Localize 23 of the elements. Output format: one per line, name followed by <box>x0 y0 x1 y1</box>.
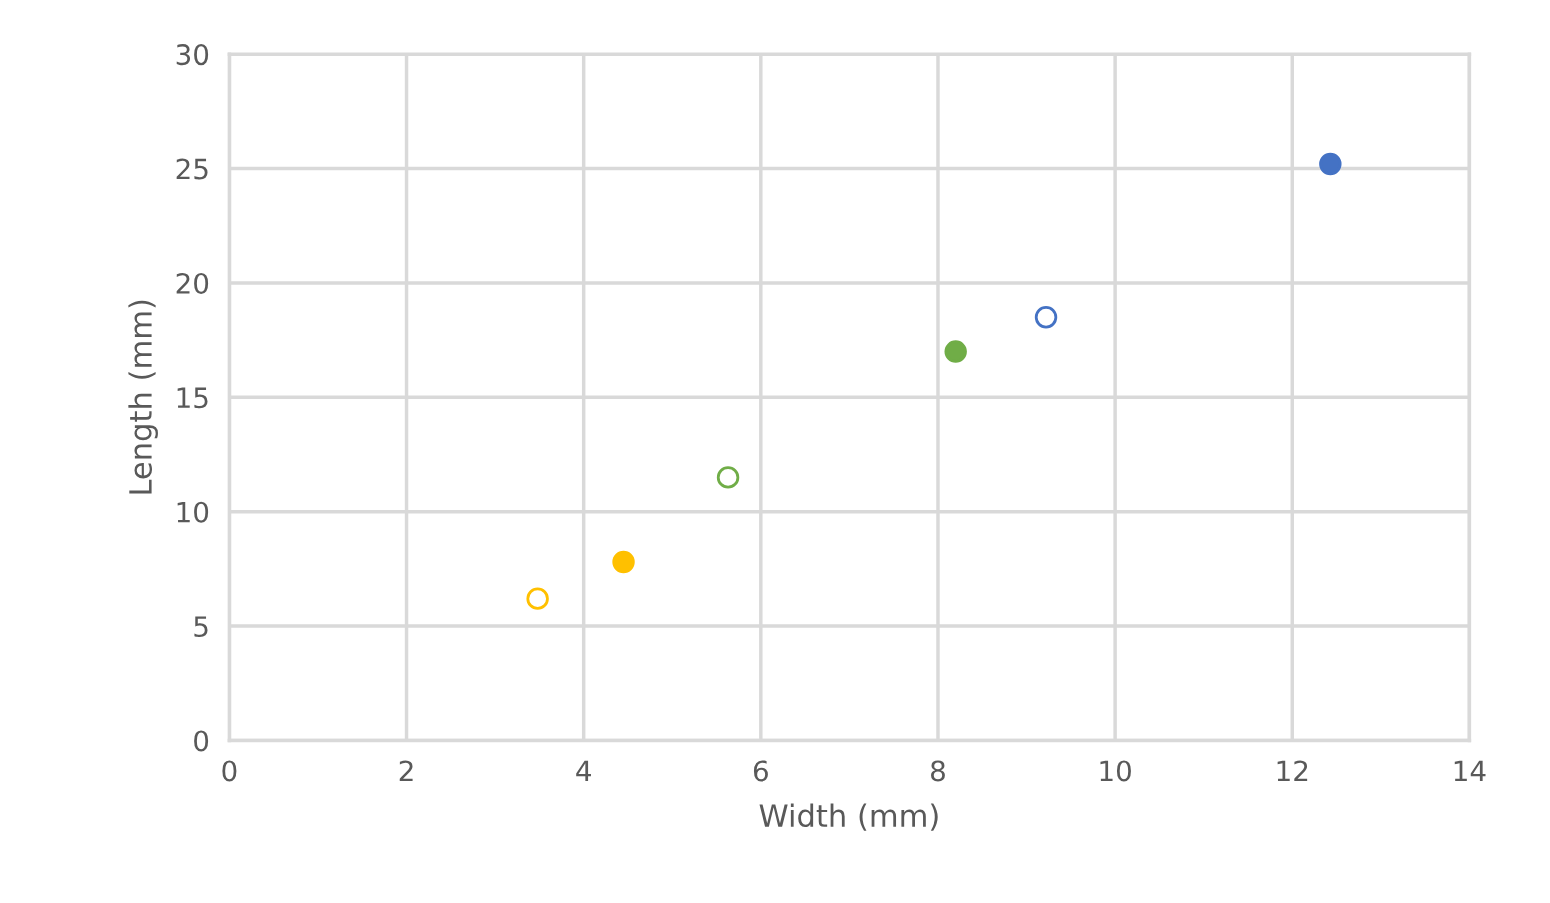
x-tick-label: 14 <box>1454 760 1486 782</box>
y-tick-label: 5 <box>194 616 208 638</box>
point <box>526 587 549 610</box>
y-axis-title: Length (mm) <box>128 300 158 494</box>
y-tick-label: 15 <box>177 387 208 409</box>
x-tick-label: 4 <box>576 760 591 782</box>
x-tick-label: 2 <box>399 760 413 782</box>
x-tick-label: 10 <box>1100 760 1131 782</box>
point <box>1319 152 1342 176</box>
y-tick-label: 20 <box>176 272 209 294</box>
point <box>1034 306 1058 329</box>
y-tick-label: 10 <box>177 501 209 523</box>
x-axis-title: Width (mm) <box>759 803 938 831</box>
x-tick-label: 6 <box>753 760 768 782</box>
x-tick-label: 12 <box>1277 760 1308 782</box>
y-tick-label: 30 <box>176 44 209 66</box>
point <box>716 466 740 489</box>
y-tick-label: 0 <box>194 730 209 752</box>
x-tick-label: 0 <box>222 760 237 782</box>
point <box>944 340 967 363</box>
y-tick-label: 25 <box>176 158 208 180</box>
x-tick-label: 8 <box>931 760 945 782</box>
point <box>612 550 635 574</box>
